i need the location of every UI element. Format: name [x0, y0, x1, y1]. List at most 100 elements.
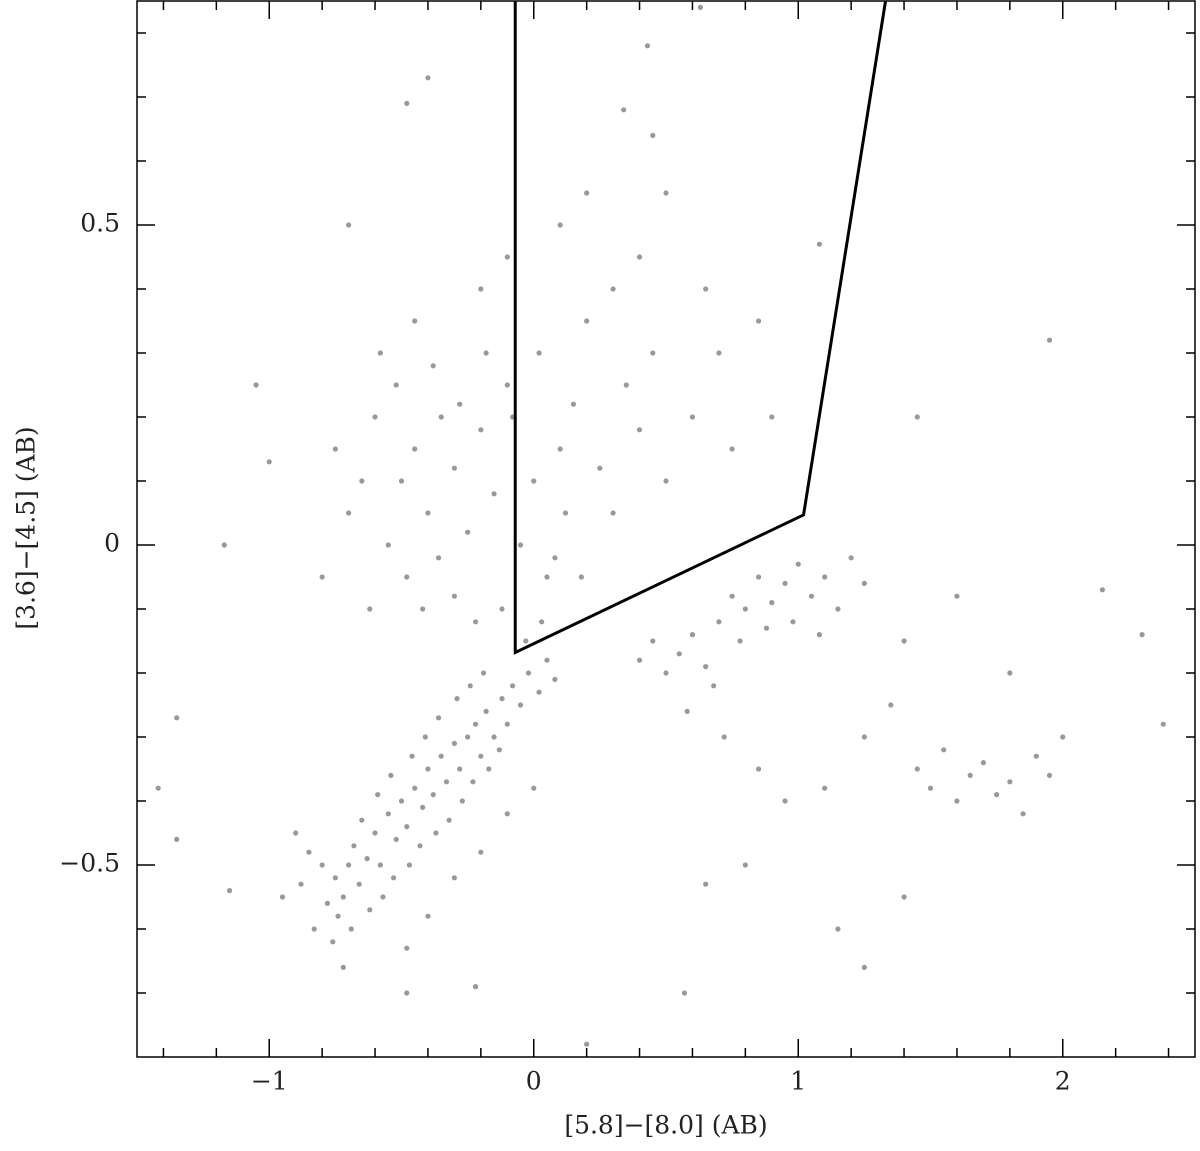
point — [636, 254, 643, 260]
point — [861, 964, 867, 971]
point — [459, 798, 465, 804]
point — [279, 894, 286, 900]
point — [433, 830, 439, 836]
point — [174, 715, 180, 721]
point — [483, 350, 489, 356]
point — [544, 657, 550, 663]
point — [1007, 670, 1013, 676]
point — [509, 683, 516, 689]
point — [311, 926, 317, 932]
point — [729, 446, 735, 452]
point — [552, 676, 558, 683]
point — [782, 580, 788, 587]
point — [393, 836, 399, 843]
point — [676, 651, 682, 657]
point — [703, 664, 709, 670]
point — [319, 862, 325, 868]
point — [737, 638, 743, 644]
point — [478, 427, 484, 433]
point — [367, 907, 373, 913]
point — [470, 779, 476, 785]
point — [404, 945, 410, 951]
point — [346, 222, 352, 228]
point — [404, 990, 410, 996]
point — [504, 811, 510, 817]
point — [385, 542, 391, 548]
point — [650, 132, 656, 138]
point — [711, 683, 717, 689]
point — [1033, 753, 1039, 759]
point — [478, 753, 484, 759]
point — [822, 574, 828, 580]
point — [703, 881, 709, 887]
y-tick-label: −0.5 — [59, 849, 120, 878]
point — [703, 286, 709, 292]
point — [457, 766, 463, 772]
point — [306, 849, 312, 855]
point — [417, 843, 423, 849]
point — [848, 555, 854, 561]
point — [697, 4, 703, 10]
point — [790, 619, 796, 625]
point — [380, 894, 386, 900]
point — [684, 708, 690, 715]
point — [351, 843, 357, 849]
point — [377, 862, 383, 868]
point — [650, 638, 656, 644]
point — [980, 760, 987, 766]
point — [504, 721, 510, 727]
point — [435, 715, 442, 721]
point — [375, 792, 381, 798]
point — [888, 702, 894, 708]
point — [531, 478, 537, 484]
point — [994, 792, 1000, 798]
point — [901, 894, 907, 900]
point — [808, 593, 815, 599]
point — [536, 350, 542, 356]
point — [769, 414, 775, 420]
point — [465, 734, 471, 740]
point — [716, 619, 722, 625]
point — [425, 75, 431, 81]
point — [689, 632, 696, 638]
point — [409, 753, 415, 759]
point — [539, 619, 545, 625]
point — [584, 318, 590, 324]
point — [340, 964, 346, 971]
point — [324, 900, 331, 907]
point — [346, 510, 352, 516]
point — [451, 593, 457, 599]
point — [412, 785, 418, 791]
point — [412, 446, 418, 452]
point — [729, 593, 735, 599]
point — [367, 606, 373, 612]
point — [636, 427, 643, 433]
point — [782, 798, 788, 804]
point — [544, 574, 550, 580]
point — [438, 414, 444, 420]
point — [1046, 772, 1053, 779]
point — [412, 318, 418, 324]
point — [348, 926, 354, 932]
selection-wedge — [513, 0, 888, 655]
point — [451, 740, 457, 747]
point — [404, 824, 410, 830]
point — [385, 811, 391, 817]
point — [372, 830, 378, 836]
point — [472, 619, 479, 625]
point — [438, 753, 444, 759]
point — [478, 849, 484, 855]
point — [1060, 734, 1066, 740]
point — [390, 875, 397, 881]
point — [578, 574, 584, 580]
point — [504, 382, 510, 388]
point — [663, 190, 669, 196]
point — [954, 798, 960, 804]
point — [1046, 337, 1053, 343]
point — [636, 657, 643, 663]
y-tick-label: 0 — [104, 529, 120, 558]
point — [435, 555, 442, 561]
point — [425, 913, 431, 919]
point — [557, 222, 563, 228]
